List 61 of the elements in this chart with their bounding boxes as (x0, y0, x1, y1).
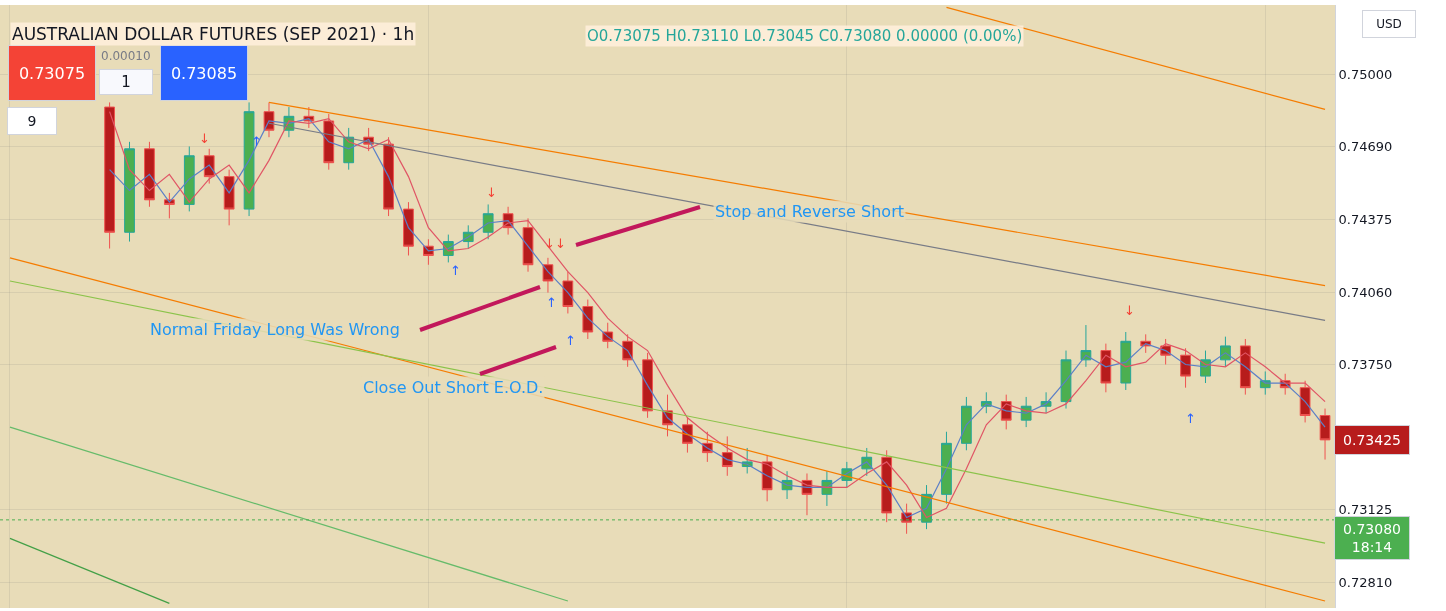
candlestick (941, 431, 952, 505)
candlestick (1239, 338, 1251, 396)
annotation: Close Out Short E.O.D. (363, 378, 544, 397)
candlestick (522, 217, 534, 273)
y-tick-label: 0.74375 (1338, 212, 1393, 228)
annotation: ↑ (1185, 411, 1196, 426)
candlestick (144, 141, 155, 208)
annotation: 9 (27, 113, 37, 129)
y-tick-label: 0.73750 (1338, 357, 1393, 373)
candlestick (961, 396, 972, 451)
candlestick (383, 136, 394, 217)
candlestick (482, 203, 494, 240)
text: USD (1376, 17, 1402, 31)
text: O0.73075 H0.73110 L0.73045 C0.73080 0.00000 (0.00%) (587, 27, 1023, 45)
candlestick (1180, 347, 1191, 389)
candlestick (403, 201, 414, 256)
text: AUSTRALIAN DOLLAR FUTURES (SEP 2021) · 1h (12, 24, 415, 44)
annotation: 0.00010 (101, 49, 151, 63)
candlestick (223, 169, 235, 226)
candlestick (1120, 331, 1132, 391)
y-tick-label: 0.74690 (1338, 139, 1393, 155)
y-tick-label: 0.73125 (1338, 501, 1393, 517)
annotation: ↓↓ (544, 236, 566, 251)
candlestick (423, 238, 434, 266)
annotation: ↓ (199, 131, 210, 146)
text: 0.73080 18:14 (1343, 520, 1401, 556)
y-tick-label: 0.74060 (1338, 285, 1393, 301)
annotation: 1 (121, 73, 131, 91)
candlestick (124, 141, 135, 243)
candlestick (323, 113, 335, 171)
candlestick (163, 192, 175, 219)
y-tick-label: 0.72810 (1338, 575, 1393, 591)
candlestick (1319, 408, 1331, 461)
annotation: ↓ (486, 185, 497, 200)
annotation: ↑ (450, 263, 461, 278)
candlestick (1299, 380, 1311, 423)
candlestick (1080, 324, 1092, 368)
annotation: ↑ (546, 295, 557, 310)
annotation: ↑ (251, 134, 262, 149)
candlestick (183, 145, 195, 212)
candlestick (203, 148, 215, 185)
candlestick (243, 101, 255, 217)
candlestick (761, 454, 773, 502)
candlestick (622, 333, 634, 368)
annotation: ↓ (1124, 303, 1135, 318)
candlestick (104, 101, 115, 250)
annotation: ↑ (565, 333, 576, 348)
candlestick (582, 299, 594, 340)
annotation: 0.73085 (170, 63, 238, 83)
annotation: Normal Friday Long Was Wrong (150, 320, 400, 339)
candlestick (881, 449, 893, 523)
candlestick (562, 271, 574, 314)
candlestick (1220, 336, 1231, 368)
candlestick (1060, 350, 1072, 410)
candlestick (721, 435, 733, 477)
y-tick-label: 0.75000 (1338, 67, 1393, 83)
candlestick (1100, 343, 1112, 393)
text: 0.73425 (1343, 432, 1401, 448)
annotation: 0.73075 (18, 63, 86, 83)
candlestick (642, 352, 653, 419)
annotation: Stop and Reverse Short (715, 202, 904, 221)
